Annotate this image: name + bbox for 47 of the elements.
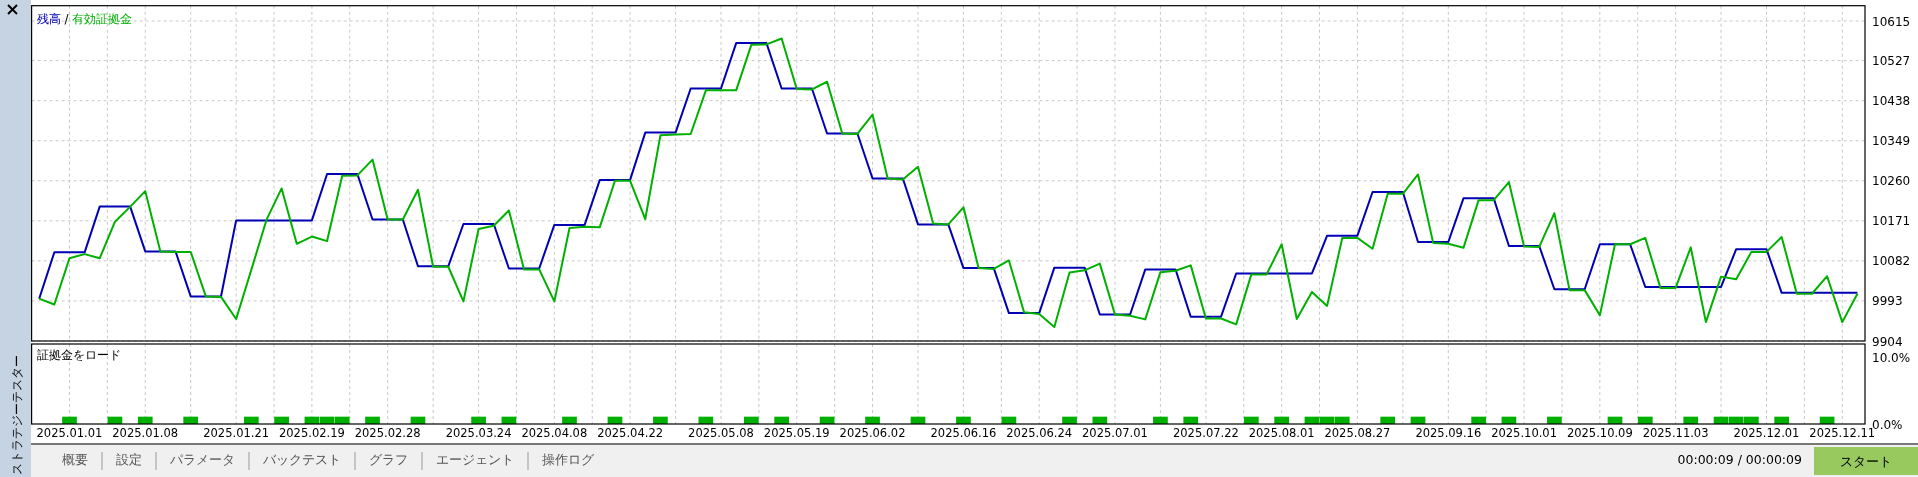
x-tick-label: 2025.04.22 bbox=[597, 426, 664, 440]
x-tick-label: 2025.07.22 bbox=[1172, 426, 1239, 440]
x-tick-label: 2025.10.09 bbox=[1566, 426, 1633, 440]
x-tick-label: 2025.01.08 bbox=[112, 426, 179, 440]
text: エージェント bbox=[436, 452, 514, 467]
text: バックテスト bbox=[262, 452, 341, 467]
text: パラメータ bbox=[169, 452, 235, 467]
y-tick-label: 10615 bbox=[1872, 14, 1911, 29]
y-tick-label: 9904 bbox=[1872, 334, 1903, 349]
x-tick-label: 2025.01.01 bbox=[36, 426, 103, 440]
x-tick-label: 2025.04.08 bbox=[521, 426, 588, 440]
x-tick-label: 2025.06.16 bbox=[930, 426, 997, 440]
x-tick-label: 2025.05.19 bbox=[763, 426, 830, 440]
chart-title: 証拠金をロード bbox=[36, 348, 121, 362]
y-tick-label: 10171 bbox=[1872, 214, 1911, 229]
text: 残高 bbox=[36, 11, 61, 26]
x-tick-label: 2025.12.01 bbox=[1733, 426, 1800, 440]
y-tick-label: 0.0% bbox=[1872, 417, 1903, 432]
text: ストラテジーテスター bbox=[10, 355, 24, 475]
x-tick-label: 2025.07.01 bbox=[1082, 426, 1148, 440]
x-tick-label: 2025.05.08 bbox=[688, 426, 754, 440]
x-tick-label: 2025.02.28 bbox=[354, 426, 421, 440]
x-tick-label: 2025.02.19 bbox=[278, 426, 345, 440]
text: 操作ログ bbox=[542, 452, 595, 467]
annotation: / bbox=[60, 11, 73, 26]
x-tick-label: 2025.08.01 bbox=[1248, 426, 1315, 440]
x-tick-label: 2025.08.27 bbox=[1324, 426, 1391, 440]
text: 有効証拠金 bbox=[72, 11, 133, 26]
x-tick-label: 2025.06.02 bbox=[839, 426, 906, 440]
y-tick-label: 10438 bbox=[1872, 94, 1911, 109]
x-tick-label: 2025.06.24 bbox=[1006, 426, 1073, 440]
x-tick-label: 2025.03.24 bbox=[445, 426, 512, 440]
x-tick-label: 2025.01.21 bbox=[203, 426, 270, 440]
text: グラフ bbox=[369, 452, 408, 467]
text: 概要 bbox=[62, 452, 88, 467]
y-tick-label: 10349 bbox=[1872, 134, 1911, 149]
y-tick-label: 10.0% bbox=[1872, 350, 1911, 365]
y-tick-label: 9993 bbox=[1872, 294, 1903, 309]
y-tick-label: 10527 bbox=[1872, 54, 1911, 69]
y-tick-label: 10260 bbox=[1872, 174, 1911, 189]
x-tick-label: 2025.10.01 bbox=[1491, 426, 1558, 440]
text: 00:00:09 / 00:00:09 bbox=[1677, 452, 1803, 467]
y-tick-label: 10082 bbox=[1872, 254, 1911, 269]
text: スタート bbox=[1840, 454, 1892, 469]
x-tick-label: 2025.11.03 bbox=[1642, 426, 1709, 440]
text: 設定 bbox=[116, 452, 142, 467]
x-tick-label: 2025.09.16 bbox=[1415, 426, 1482, 440]
